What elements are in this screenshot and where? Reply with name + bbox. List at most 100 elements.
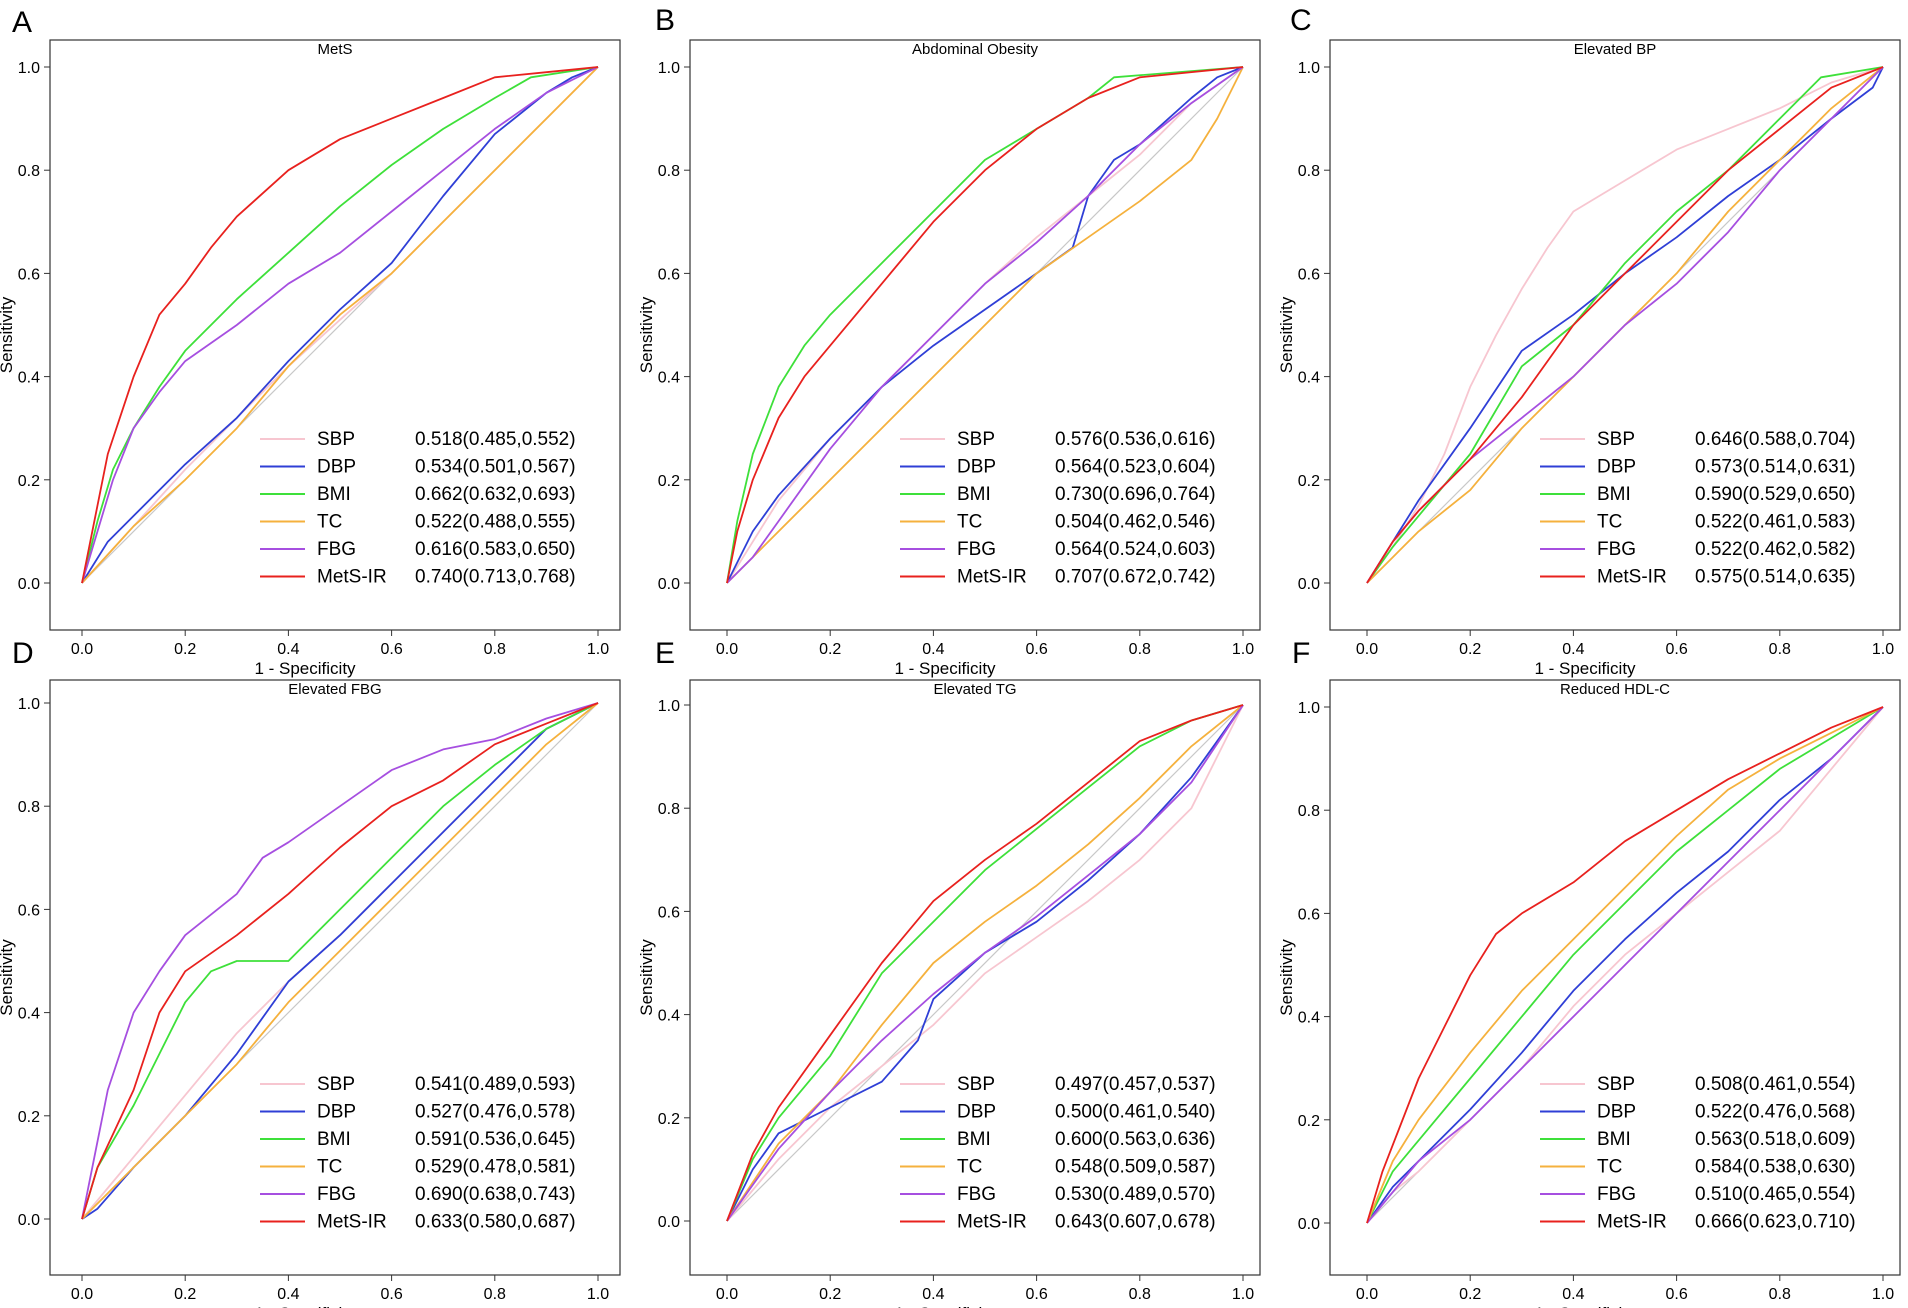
roc-panel-d: D Elevated FBG 0.0 0.2 0.4 0.6 0.8 1.0 0.0 0.2 0.4… (0, 637, 621, 1308)
legend-label-fbg: FBG (317, 539, 356, 560)
panel-letter: E (655, 637, 675, 670)
plot-frame (49, 39, 621, 631)
x-tick-label: 0.2 (1459, 1286, 1481, 1303)
legend-label-tc: TC (1597, 512, 1622, 533)
x-tick-label: 0.6 (380, 641, 402, 658)
x-tick-label: 0.8 (1769, 1286, 1791, 1303)
legend-auc-tc: 0.548(0.509,0.587) (1055, 1157, 1216, 1178)
legend-auc-dbp: 0.522(0.476,0.568) (1695, 1102, 1856, 1123)
legend-label-tc: TC (317, 512, 342, 533)
legend-label-fbg: FBG (957, 1184, 996, 1205)
legend-auc-bmi: 0.591(0.536,0.645) (415, 1129, 576, 1150)
x-tick-label: 0.0 (71, 1286, 93, 1303)
x-tick-label: 0.6 (1665, 641, 1687, 658)
y-tick-label: 0.8 (18, 799, 40, 816)
roc-curve-fbg (81, 66, 599, 584)
legend-label-sbp: SBP (317, 1074, 355, 1095)
legend-auc-fbg: 0.616(0.583,0.650) (415, 539, 576, 560)
y-axis-label: Sensitivity (1277, 296, 1296, 373)
y-tick-label: 0.4 (1298, 370, 1320, 387)
chart-title: Reduced HDL-C (1560, 681, 1670, 698)
legend-label-mets-ir: MetS-IR (317, 1212, 387, 1233)
panel-letter: D (12, 637, 34, 670)
x-axis-label: 1 - Specificity (1534, 659, 1636, 678)
y-tick-label: 0.6 (1298, 906, 1320, 923)
legend-label-mets-ir: MetS-IR (957, 1212, 1027, 1233)
roc-panel-c: C Elevated BP 0.0 0.2 0.4 0.6 0.8 1.0 0.0 0.2 0.4 0… (1277, 4, 1901, 678)
roc-curve-sbp (726, 704, 1244, 1222)
legend-label-dbp: DBP (1597, 1102, 1636, 1123)
legend-label-tc: TC (957, 1157, 982, 1178)
legend-auc-bmi: 0.662(0.632,0.693) (415, 484, 576, 505)
roc-panel-b: B Abdominal Obesity 0.0 0.2 0.4 0.6 0.8 1.0 0.0 0… (637, 4, 1261, 678)
x-tick-label: 0.6 (1665, 1286, 1687, 1303)
roc-curve-bmi (726, 704, 1244, 1222)
roc-panel-e: E Elevated TG 0.0 0.2 0.4 0.6 0.8 1.0 0.0 0.2 0.4 0… (637, 637, 1261, 1308)
legend-auc-dbp: 0.527(0.476,0.578) (415, 1102, 576, 1123)
legend-label-dbp: DBP (1597, 457, 1636, 478)
roc-curve-mets-ir (1366, 706, 1884, 1224)
roc-curve-tc (81, 702, 599, 1220)
y-axis-label: Sensitivity (0, 296, 16, 373)
x-axis-label: 1 - Specificity (894, 659, 996, 678)
y-tick-label: 1.0 (658, 698, 680, 715)
y-tick-label: 1.0 (18, 696, 40, 713)
roc-curve-bmi (1366, 706, 1884, 1224)
x-tick-label: 0.0 (71, 641, 93, 658)
legend-label-sbp: SBP (317, 429, 355, 450)
y-tick-label: 1.0 (18, 60, 40, 77)
y-tick-label: 0.0 (658, 1214, 680, 1231)
x-tick-label: 0.4 (1562, 641, 1584, 658)
y-tick-label: 0.8 (658, 163, 680, 180)
legend-label-bmi: BMI (957, 484, 991, 505)
y-tick-label: 0.4 (1298, 1010, 1320, 1027)
roc-curve-fbg (1366, 706, 1884, 1224)
legend-label-mets-ir: MetS-IR (1597, 1212, 1667, 1233)
y-tick-label: 0.2 (18, 473, 40, 490)
roc-curve-fbg (81, 702, 599, 1220)
roc-curve-bmi (81, 66, 599, 584)
x-tick-label: 0.4 (1562, 1286, 1584, 1303)
y-axis-label: Sensitivity (1277, 939, 1296, 1016)
legend-auc-mets-ir: 0.666(0.623,0.710) (1695, 1212, 1856, 1233)
y-tick-label: 0.4 (18, 370, 40, 387)
legend-auc-fbg: 0.510(0.465,0.554) (1695, 1184, 1856, 1205)
y-tick-label: 0.0 (1298, 576, 1320, 593)
y-tick-label: 0.8 (18, 163, 40, 180)
x-tick-label: 1.0 (1232, 1286, 1254, 1303)
legend-auc-tc: 0.584(0.538,0.630) (1695, 1157, 1856, 1178)
legend-auc-mets-ir: 0.740(0.713,0.768) (415, 567, 576, 588)
x-tick-label: 1.0 (1872, 641, 1894, 658)
legend-label-fbg: FBG (317, 1184, 356, 1205)
x-tick-label: 0.8 (484, 1286, 506, 1303)
y-axis-label: Sensitivity (637, 939, 656, 1016)
roc-curve-tc (1366, 706, 1884, 1224)
legend-auc-dbp: 0.534(0.501,0.567) (415, 457, 576, 478)
legend-auc-mets-ir: 0.643(0.607,0.678) (1055, 1212, 1216, 1233)
legend-label-dbp: DBP (957, 1102, 996, 1123)
legend-auc-dbp: 0.500(0.461,0.540) (1055, 1102, 1216, 1123)
x-tick-label: 0.4 (922, 641, 944, 658)
legend-auc-bmi: 0.600(0.563,0.636) (1055, 1129, 1216, 1150)
y-tick-label: 1.0 (1298, 700, 1320, 717)
legend-auc-sbp: 0.497(0.457,0.537) (1055, 1074, 1216, 1095)
plot-frame (1329, 679, 1901, 1276)
legend-auc-bmi: 0.563(0.518,0.609) (1695, 1129, 1856, 1150)
y-tick-label: 0.6 (658, 904, 680, 921)
y-tick-label: 0.0 (1298, 1216, 1320, 1233)
y-tick-label: 0.4 (658, 1008, 680, 1025)
legend-label-sbp: SBP (957, 1074, 995, 1095)
legend-auc-tc: 0.529(0.478,0.581) (415, 1157, 576, 1178)
y-axis-label: Sensitivity (637, 296, 656, 373)
roc-curve-mets-ir (81, 66, 599, 584)
roc-curve-tc (726, 66, 1244, 584)
legend-auc-bmi: 0.590(0.529,0.650) (1695, 484, 1856, 505)
chart-title: Elevated TG (933, 681, 1016, 698)
roc-curve-mets-ir (1366, 66, 1884, 584)
legend-auc-tc: 0.504(0.462,0.546) (1055, 512, 1216, 533)
x-axis-label: 1 - Specificity (1534, 1304, 1636, 1308)
legend-auc-fbg: 0.690(0.638,0.743) (415, 1184, 576, 1205)
x-tick-label: 1.0 (1872, 1286, 1894, 1303)
x-tick-label: 0.8 (1769, 641, 1791, 658)
